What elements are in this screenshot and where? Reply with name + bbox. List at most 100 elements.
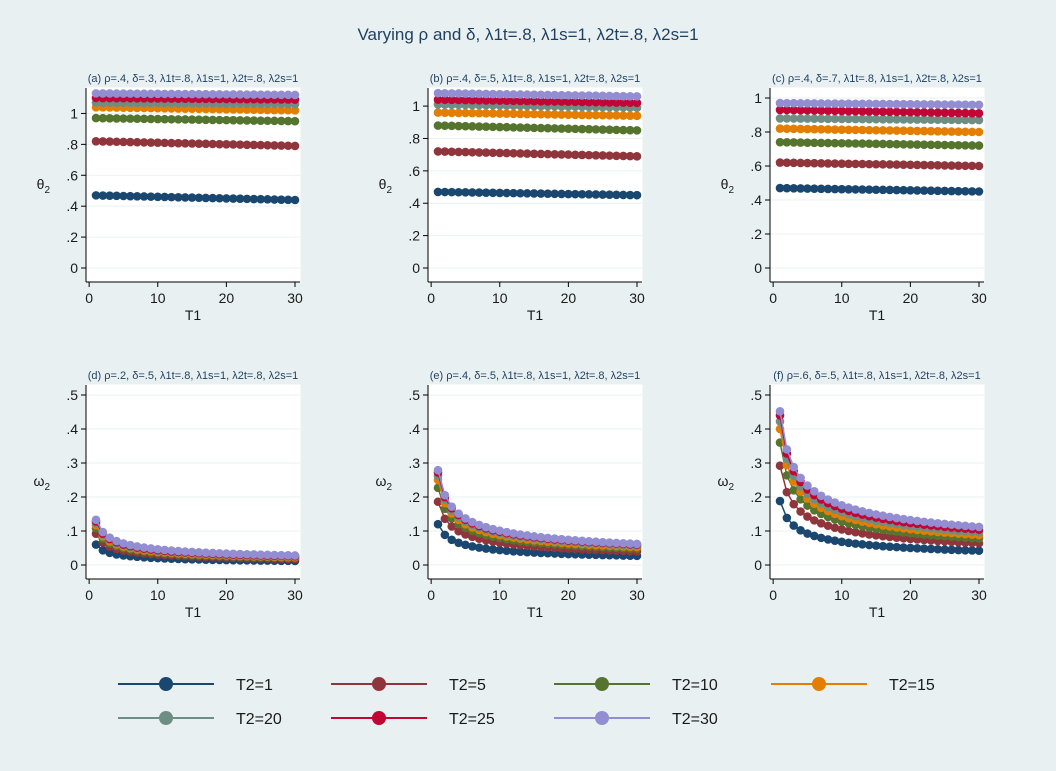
data-point bbox=[960, 100, 970, 109]
data-point bbox=[612, 151, 621, 161]
data-point bbox=[461, 188, 470, 197]
data-point bbox=[625, 539, 635, 548]
data-point bbox=[98, 191, 108, 200]
data-point bbox=[550, 149, 559, 159]
data-point bbox=[98, 89, 108, 98]
data-point bbox=[126, 137, 135, 147]
data-point bbox=[810, 516, 819, 525]
data-point bbox=[516, 96, 525, 106]
data-point bbox=[454, 509, 463, 518]
data-point bbox=[919, 160, 929, 170]
data-point bbox=[796, 184, 805, 193]
data-point bbox=[461, 121, 470, 131]
data-point bbox=[858, 114, 867, 124]
data-point bbox=[591, 150, 601, 160]
data-point bbox=[522, 547, 532, 557]
y-tick-label: .4 bbox=[408, 195, 420, 211]
data-point bbox=[105, 191, 115, 200]
data-point bbox=[557, 97, 566, 106]
data-point bbox=[632, 98, 642, 108]
data-point bbox=[454, 187, 463, 197]
x-axis-label: T1 bbox=[185, 604, 202, 620]
data-point bbox=[960, 186, 970, 196]
panel-b: (b) ρ=.4, δ=.5, λ1t=.8, λ1s=1, λ2t=.8, λ… bbox=[379, 73, 645, 323]
data-point bbox=[618, 125, 628, 135]
data-point bbox=[954, 115, 963, 125]
x-tick-label: 30 bbox=[971, 587, 987, 603]
data-point bbox=[557, 90, 566, 100]
data-point bbox=[550, 534, 559, 543]
legend-item: T2=25 bbox=[331, 711, 495, 728]
data-point bbox=[844, 159, 853, 169]
series-T2=1 bbox=[91, 191, 300, 205]
data-point bbox=[816, 533, 826, 543]
data-point bbox=[433, 108, 443, 117]
data-point bbox=[516, 530, 525, 539]
data-point bbox=[912, 126, 922, 136]
data-point bbox=[256, 194, 265, 204]
data-point bbox=[550, 110, 559, 119]
data-point bbox=[618, 111, 628, 120]
data-point bbox=[454, 108, 463, 118]
data-point bbox=[947, 100, 956, 109]
data-point bbox=[522, 149, 532, 158]
data-point bbox=[543, 149, 553, 159]
data-point bbox=[461, 108, 470, 118]
data-point bbox=[468, 542, 477, 551]
data-point bbox=[242, 194, 252, 204]
data-point bbox=[488, 109, 498, 118]
data-point bbox=[906, 107, 915, 117]
data-point bbox=[851, 505, 860, 514]
data-point bbox=[885, 160, 895, 169]
plot-area bbox=[427, 87, 643, 283]
data-point bbox=[276, 90, 286, 100]
data-point bbox=[550, 97, 559, 106]
data-point bbox=[180, 547, 190, 556]
data-point bbox=[912, 99, 922, 109]
legend-label: T2=10 bbox=[672, 677, 718, 694]
data-point bbox=[844, 99, 853, 108]
data-point bbox=[454, 538, 463, 548]
data-point bbox=[967, 115, 977, 125]
data-point bbox=[823, 125, 833, 134]
series-T2=30 bbox=[91, 89, 300, 100]
y-tick-label: .2 bbox=[408, 228, 420, 244]
data-point bbox=[433, 465, 443, 475]
data-point bbox=[461, 514, 470, 523]
data-point bbox=[933, 544, 943, 554]
data-point bbox=[858, 540, 867, 549]
data-point bbox=[509, 123, 518, 132]
data-point bbox=[454, 95, 463, 105]
data-point bbox=[892, 533, 901, 542]
data-point bbox=[433, 88, 443, 98]
data-point bbox=[249, 140, 259, 150]
data-point bbox=[940, 140, 949, 150]
data-point bbox=[495, 545, 505, 555]
data-point bbox=[283, 90, 293, 100]
data-point bbox=[488, 545, 498, 554]
data-point bbox=[954, 100, 963, 109]
data-point bbox=[892, 185, 901, 195]
data-point bbox=[625, 91, 635, 101]
data-point bbox=[912, 140, 922, 149]
data-point bbox=[974, 115, 984, 125]
data-point bbox=[816, 125, 826, 134]
data-point bbox=[529, 548, 539, 557]
data-point bbox=[899, 99, 908, 109]
data-point bbox=[584, 110, 594, 120]
data-point bbox=[132, 89, 142, 98]
data-point bbox=[529, 532, 539, 541]
data-point bbox=[474, 543, 484, 552]
data-point bbox=[796, 507, 805, 516]
data-point bbox=[474, 89, 484, 99]
data-point bbox=[276, 105, 286, 115]
data-point bbox=[823, 535, 833, 544]
data-point bbox=[180, 115, 190, 124]
data-point bbox=[830, 99, 840, 108]
x-tick-label: 10 bbox=[150, 587, 166, 603]
data-point bbox=[878, 99, 888, 109]
data-point bbox=[153, 114, 163, 124]
data-point bbox=[810, 124, 819, 134]
data-point bbox=[536, 532, 546, 542]
